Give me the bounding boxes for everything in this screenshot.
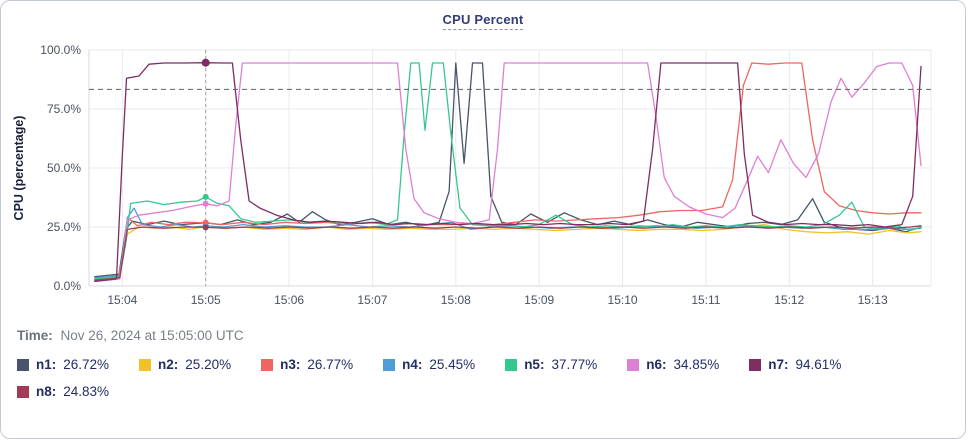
legend-item-n5[interactable]: n5: 37.77% xyxy=(505,357,597,372)
legend-item-n4[interactable]: n4: 25.45% xyxy=(383,357,475,372)
legend-swatch-n7 xyxy=(749,358,762,371)
legend-label-n3: n3: xyxy=(280,357,301,372)
chart-header: CPU Percent xyxy=(1,1,965,35)
time-row: Time: Nov 26, 2024 at 15:05:00 UTC xyxy=(17,328,965,343)
legend-item-n6[interactable]: n6: 34.85% xyxy=(627,357,719,372)
y-tick-label: 0.0% xyxy=(54,279,82,293)
legend-label-n8: n8: xyxy=(36,384,57,399)
x-tick-label: 15:11 xyxy=(691,293,720,307)
legend-value-n5: 37.77% xyxy=(551,357,598,372)
time-value: Nov 26, 2024 at 15:05:00 UTC xyxy=(60,328,244,343)
axis-ticks: 0.0% 25.0% 50.0% 75.0% 100.0% 15:04 15:05 15:06… xyxy=(40,43,888,307)
legend-swatch-n4 xyxy=(383,358,396,371)
legend-swatch-n6 xyxy=(627,358,640,371)
y-axis-title: CPU (percentage) xyxy=(12,116,26,221)
x-tick-label: 15:07 xyxy=(357,293,387,307)
chart-overlay xyxy=(89,50,931,286)
legend-label-n1: n1: xyxy=(36,357,57,372)
x-tick-label: 15:06 xyxy=(274,293,304,307)
y-tick-label: 25.0% xyxy=(47,220,81,234)
legend-label-n6: n6: xyxy=(646,357,667,372)
legend-value-n7: 94.61% xyxy=(795,357,842,372)
legend-value-n6: 34.85% xyxy=(673,357,720,372)
x-tick-label: 15:12 xyxy=(774,293,804,307)
x-tick-label: 15:08 xyxy=(441,293,471,307)
series-line-n3 xyxy=(94,62,922,281)
series-line-n1 xyxy=(94,62,922,278)
series-line-n2 xyxy=(94,223,922,280)
legend-value-n4: 25.45% xyxy=(429,357,476,372)
chart-svg[interactable]: 0.0% 25.0% 50.0% 75.0% 100.0% 15:04 15:05 15:06… xyxy=(9,39,961,311)
legend-value-n3: 26.77% xyxy=(307,357,354,372)
cursor-marker-n5 xyxy=(202,193,209,200)
series-lines xyxy=(94,62,922,282)
legend-item-n2[interactable]: n2: 25.20% xyxy=(139,357,231,372)
series-line-n4 xyxy=(94,207,922,279)
legend-label-n5: n5: xyxy=(524,357,545,372)
series-line-n7 xyxy=(94,62,922,282)
legend-item-n7[interactable]: n7: 94.61% xyxy=(749,357,841,372)
cursor-marker-n8 xyxy=(202,224,209,231)
legend-value-n1: 26.72% xyxy=(63,357,110,372)
cursor-marker-n7 xyxy=(201,58,210,67)
x-tick-label: 15:13 xyxy=(858,293,888,307)
legend-label-n7: n7: xyxy=(768,357,789,372)
x-tick-label: 15:10 xyxy=(608,293,638,307)
legend-swatch-n8 xyxy=(17,385,29,398)
legend: n1: 26.72% n2: 25.20% n3: 26.77% n4: 25.45% n5: 3… xyxy=(17,357,937,399)
x-tick-label: 15:05 xyxy=(191,293,221,307)
series-line-n5 xyxy=(94,62,922,280)
y-tick-label: 75.0% xyxy=(47,102,81,116)
legend-item-n8[interactable]: n8: 24.83% xyxy=(17,384,109,399)
time-label: Time: xyxy=(17,328,53,343)
chart-title[interactable]: CPU Percent xyxy=(442,12,524,30)
chart-area: 0.0% 25.0% 50.0% 75.0% 100.0% 15:04 15:05 15:06… xyxy=(9,39,965,316)
series-line-n8 xyxy=(94,225,922,281)
legend-swatch-n1 xyxy=(17,358,29,371)
y-tick-label: 50.0% xyxy=(47,161,81,175)
legend-swatch-n3 xyxy=(261,358,274,371)
legend-value-n2: 25.20% xyxy=(185,357,232,372)
legend-value-n8: 24.83% xyxy=(63,384,110,399)
legend-item-n1[interactable]: n1: 26.72% xyxy=(17,357,109,372)
legend-item-n3[interactable]: n3: 26.77% xyxy=(261,357,353,372)
legend-swatch-n2 xyxy=(139,358,152,371)
y-tick-label: 100.0% xyxy=(40,43,81,57)
x-tick-label: 15:09 xyxy=(524,293,554,307)
legend-swatch-n5 xyxy=(505,358,518,371)
legend-label-n2: n2: xyxy=(158,357,179,372)
cursor-marker-n6 xyxy=(202,200,209,207)
legend-label-n4: n4: xyxy=(402,357,423,372)
x-tick-label: 15:04 xyxy=(107,293,137,307)
series-line-n6 xyxy=(94,62,922,282)
